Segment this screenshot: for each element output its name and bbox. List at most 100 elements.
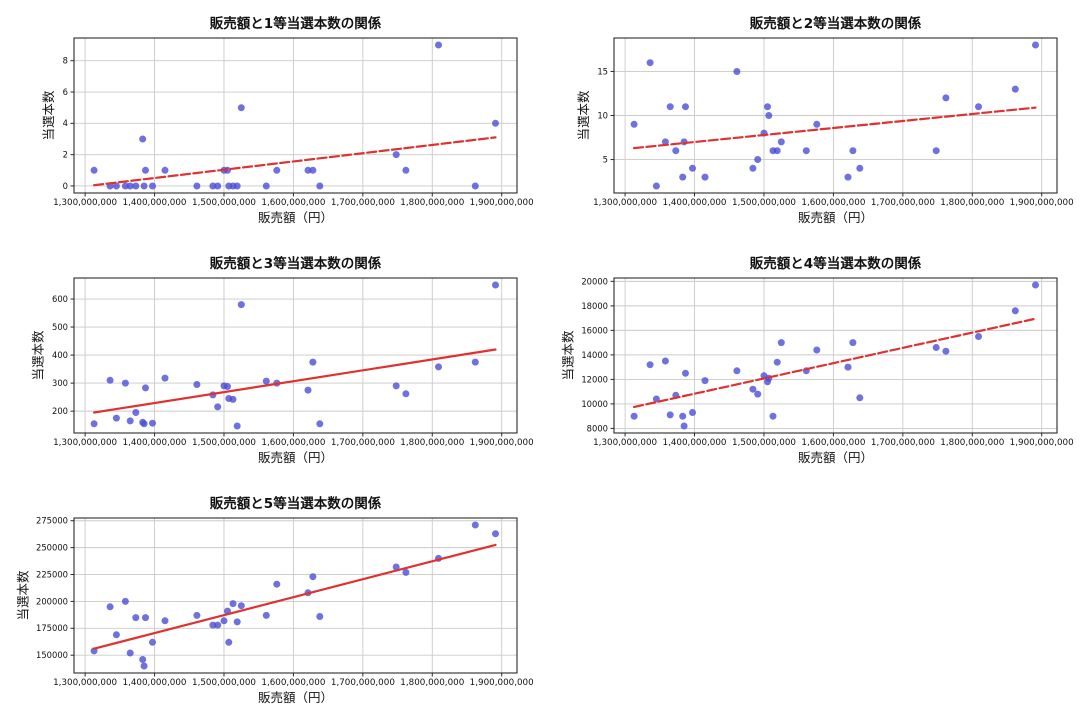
x-axis-label: 販売額（円） [258,450,333,465]
scatter-point [262,611,270,619]
scatter-point [392,151,400,159]
x-tick-label: 1,500,000,000 [732,437,796,447]
x-tick-label: 1,300,000,000 [53,197,117,207]
x-tick-label: 1,500,000,000 [192,437,256,447]
y-tick-label: 225000 [36,569,68,579]
scatter-point [749,164,757,172]
scatter-point [140,420,148,428]
scatter-point [106,376,114,384]
scatter-point [214,182,222,190]
scatter-point [126,649,134,657]
scatter-point [471,521,479,529]
scatter-point [1032,41,1039,49]
scatter-point [802,147,810,155]
x-tick-label: 1,300,000,000 [593,437,657,447]
scatter-point [733,68,741,75]
scatter-point [652,182,660,190]
scatter-point [309,358,317,366]
scatter-point [90,166,98,174]
scatter-point [754,156,762,163]
scatter-point [132,409,140,416]
scatter-point [316,420,324,428]
scatter-point [262,182,270,190]
plot-area [74,38,517,193]
scatter-point [1011,85,1019,93]
scatter-point [273,166,281,174]
scatter-point [849,147,857,155]
tick-marks [70,60,503,197]
x-tick-label: 1,900,000,000 [470,197,534,207]
scatter-point [765,112,773,119]
scatter-point [237,104,245,112]
x-tick-label: 1,700,000,000 [871,197,935,207]
plot-area [614,278,1057,433]
scatter-point [666,103,674,111]
scatter-point [471,182,479,190]
chart-prize-3-relation: 1,300,000,000 1,400,000,000 1,500,000,000 1… [0,240,540,480]
y-tick-label: 400 [52,350,68,360]
y-tick-label: 300 [52,378,68,388]
scatter-point [316,182,324,190]
scatter-point [304,386,312,394]
grid [74,38,517,193]
y-tick-label: 200 [52,406,68,416]
trend-line [92,136,497,187]
scatter-point [262,377,270,385]
scatter-point [402,390,410,398]
x-tick-label: 1,400,000,000 [663,437,727,447]
scatter-point [392,382,400,390]
y-tick-label: 18000 [581,301,608,311]
scatter-point [149,182,156,190]
scatter-point [132,614,140,622]
y-tick-label: 10000 [581,399,608,409]
scatter-point [316,613,324,620]
scatter-point [233,422,241,430]
x-axis-label: 販売額（円） [258,690,333,705]
x-tick-label: 1,400,000,000 [123,197,187,207]
x-tick-label: 1,600,000,000 [801,197,865,207]
x-tick-label: 1,800,000,000 [400,677,464,687]
scatter-point [646,59,654,67]
scatter-point [630,412,638,420]
y-tick-label: 14000 [581,350,608,360]
y-tick-label: 200000 [36,596,68,606]
scatter-point [229,395,237,403]
plot-border [73,517,518,674]
scatter-point [733,367,741,375]
scatter-point [975,333,982,340]
y-tick-label: 150000 [36,650,68,660]
y-tick-label: 275000 [36,516,68,526]
y-tick-label: 250000 [36,543,68,553]
x-tick-label: 1,800,000,000 [940,437,1004,447]
trend-line [632,317,1037,409]
scatter-point [233,182,241,190]
tick-labels: 1,300,000,000 1,400,000,000 1,500,000,000 1… [36,516,534,687]
x-tick-label: 1,400,000,000 [123,437,187,447]
scatter-point [679,173,687,181]
scatter-point [126,182,134,190]
x-tick-label: 1,900,000,000 [1010,197,1074,207]
scatter-point [149,419,156,427]
x-tick-label: 1,900,000,000 [1010,437,1074,447]
scatter-point [220,617,228,625]
x-tick-label: 1,600,000,000 [261,437,325,447]
scatter-point [139,135,147,143]
x-tick-label: 1,700,000,000 [871,437,935,447]
scatter-series [630,41,1039,190]
x-tick-label: 1,900,000,000 [470,677,534,687]
scatter-point [672,147,680,155]
scatter-point [273,580,281,588]
scatter-point [813,346,821,354]
y-tick-label: 20000 [581,276,608,286]
scatter-point [112,182,120,190]
scatter-point [680,422,688,430]
x-tick-label: 1,900,000,000 [470,437,534,447]
y-tick-label: 2 [63,150,68,160]
scatter-point [402,166,410,174]
scatter-point [309,166,317,174]
scatter-point [214,403,222,411]
trend-line [632,106,1037,150]
plot-border [73,37,518,194]
scatter-point [304,166,312,174]
